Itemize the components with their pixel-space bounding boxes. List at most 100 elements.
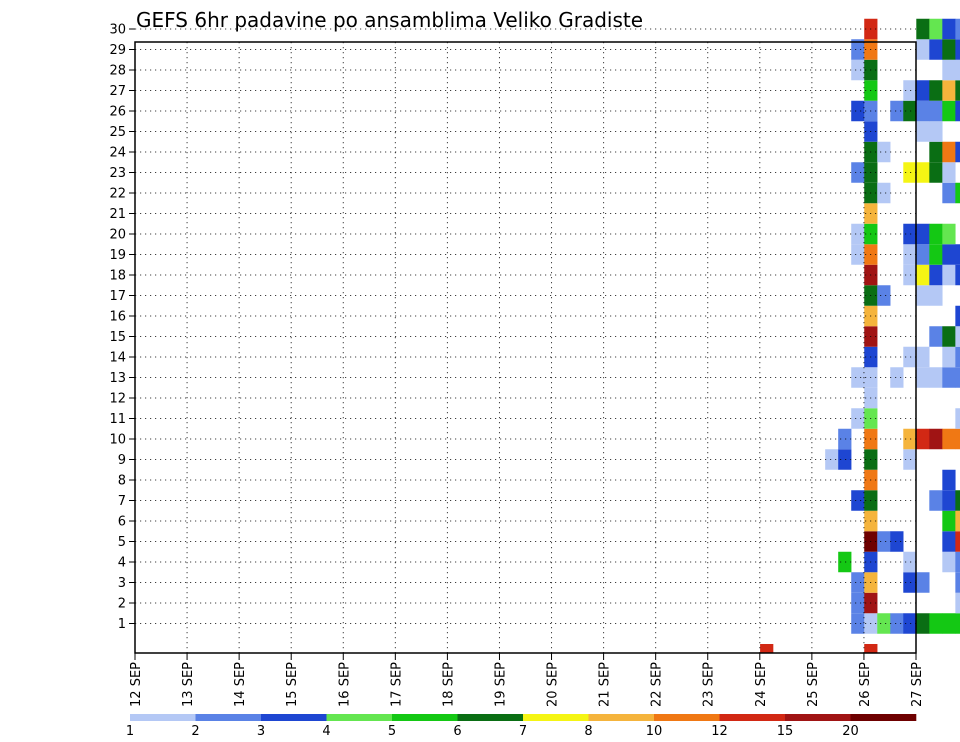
y-tick-label: 3 <box>118 576 126 591</box>
y-tick-label: 12 <box>109 392 126 407</box>
heatmap-cell <box>916 80 930 101</box>
heatmap-cell <box>955 490 960 511</box>
y-tick-label: 20 <box>109 228 126 243</box>
heatmap-cell <box>929 285 943 306</box>
x-tick-label: 20 SEP <box>546 662 561 707</box>
heatmap-cell <box>942 100 956 122</box>
x-tick-label: 25 SEP <box>806 662 821 707</box>
heatmap-cell <box>955 100 960 122</box>
heatmap-cell <box>955 592 960 614</box>
colorbar-label: 6 <box>453 724 461 739</box>
colorbar-label: 3 <box>257 724 265 739</box>
x-tick-label: 21 SEP <box>598 662 613 707</box>
y-tick-label: 18 <box>109 269 126 284</box>
y-tick-label: 15 <box>109 330 126 345</box>
heatmap-cell <box>916 428 930 450</box>
x-tick-label: 22 SEP <box>650 662 665 707</box>
y-tick-label: 4 <box>118 556 126 571</box>
heatmap-cell <box>851 162 865 183</box>
x-tick-label: 19 SEP <box>493 662 508 707</box>
y-axis-ticks: 1234567891011121314151617181920212223242… <box>109 23 135 632</box>
x-tick-label: 15 SEP <box>285 662 300 707</box>
colorbar-swatch <box>130 714 196 721</box>
heatmap-cell <box>942 80 956 101</box>
colorbar-label: 7 <box>519 724 527 739</box>
heatmap-cell <box>851 100 865 122</box>
heatmap-cell <box>890 100 904 122</box>
heatmap-cell <box>955 367 960 388</box>
y-tick-label: 7 <box>118 494 126 509</box>
heatmap-cell <box>838 428 852 450</box>
y-tick-label: 22 <box>109 187 126 202</box>
heatmap-cell <box>916 244 930 265</box>
y-tick-label: 19 <box>109 248 126 263</box>
heatmap-cell <box>929 18 943 40</box>
heatmap-cell <box>916 100 930 122</box>
heatmap-cell <box>851 223 865 245</box>
heatmap-cell <box>942 141 956 163</box>
x-tick-label: 24 SEP <box>754 662 769 707</box>
heatmap-cell <box>903 244 917 265</box>
heatmap-cell <box>942 244 956 265</box>
heatmap-cell <box>916 162 930 183</box>
y-tick-label: 11 <box>109 412 126 427</box>
colorbar: 1 2 3 4 5 6 7 8 10 12 15 20 <box>126 714 917 739</box>
colorbar-swatch <box>654 714 720 721</box>
y-tick-label: 30 <box>109 23 126 38</box>
heatmap-cell-partial <box>760 644 774 653</box>
heatmap-cell <box>942 264 956 286</box>
heatmap-cell <box>877 285 891 306</box>
heatmap-cell <box>955 59 960 81</box>
y-tick-label: 9 <box>118 453 126 468</box>
colorbar-swatch <box>523 714 589 721</box>
y-tick-label: 23 <box>109 166 126 181</box>
heatmap-cell <box>955 264 960 286</box>
heatmap-cell <box>929 490 943 511</box>
heatmap-cell <box>903 613 917 634</box>
heatmap-cell <box>916 346 930 368</box>
heatmap-cell <box>942 551 956 573</box>
heatmap-cell <box>851 572 865 593</box>
heatmap-cell <box>955 551 960 573</box>
heatmap-cell <box>916 613 930 634</box>
heatmap-cell <box>851 39 865 60</box>
chart-title: GEFS 6hr padavine po ansamblima Veliko G… <box>136 8 643 32</box>
heatmap-cell <box>942 18 956 40</box>
heatmap-cell <box>851 613 865 634</box>
heatmap-cell <box>851 59 865 81</box>
heatmap-cell <box>942 510 956 532</box>
y-tick-label: 17 <box>109 289 126 304</box>
heatmap-cell <box>903 223 917 245</box>
y-tick-label: 21 <box>109 207 126 222</box>
colorbar-swatch <box>457 714 524 721</box>
y-tick-label: 28 <box>109 64 126 79</box>
x-tick-label: 16 SEP <box>337 662 352 707</box>
heatmap-cell <box>942 39 956 60</box>
heatmap-cell <box>929 223 943 245</box>
x-tick-label: 27 SEP <box>910 662 925 707</box>
heatmap-cell <box>929 264 943 286</box>
heatmap-cell <box>916 223 930 245</box>
heatmap-cell <box>903 551 917 573</box>
heatmap-cell <box>929 141 943 163</box>
grid-lines <box>135 28 916 653</box>
heatmap-cell <box>903 264 917 286</box>
y-tick-label: 5 <box>118 535 126 550</box>
colorbar-label: 20 <box>842 724 859 739</box>
heatmap-cell <box>955 305 960 327</box>
heatmap-cell <box>903 162 917 183</box>
heatmap-cell <box>942 59 956 81</box>
heatmap-cell <box>916 121 930 142</box>
y-tick-label: 13 <box>109 371 126 386</box>
y-tick-label: 16 <box>109 310 126 325</box>
heatmap-cell <box>916 367 930 388</box>
heatmap-cell <box>929 613 943 634</box>
heatmap-cell <box>955 18 960 40</box>
colorbar-label: 10 <box>646 724 663 739</box>
heatmap-cell <box>903 572 917 593</box>
heatmap-cell <box>838 551 852 573</box>
heatmap-cell <box>851 592 865 614</box>
colorbar-label: 15 <box>777 724 794 739</box>
heatmap-cell <box>955 80 960 101</box>
